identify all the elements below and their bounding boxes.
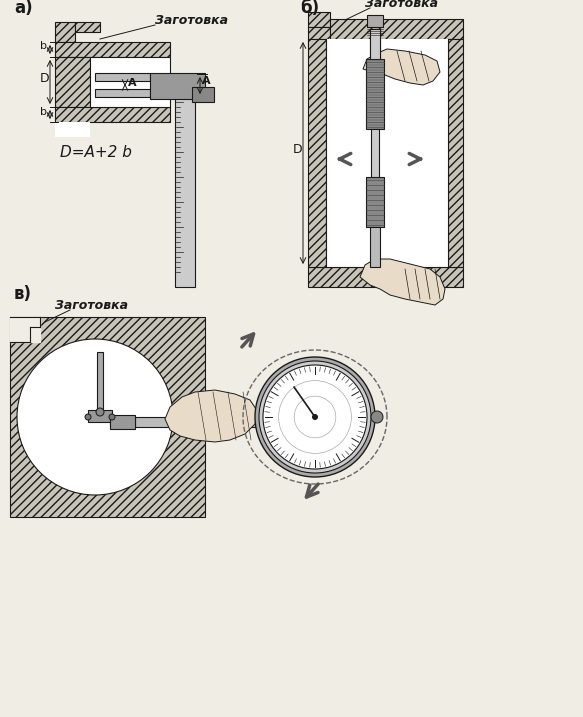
Bar: [150, 73, 205, 99]
Circle shape: [259, 361, 371, 473]
Circle shape: [109, 414, 115, 420]
Text: b: b: [40, 107, 47, 117]
Polygon shape: [165, 390, 258, 442]
Text: Заготовка: Заготовка: [55, 299, 128, 312]
Bar: [367, 15, 383, 27]
Text: A: A: [202, 76, 210, 86]
Bar: [90, 57, 170, 107]
Text: Заготовка: Заготовка: [365, 0, 438, 10]
Bar: [175, 97, 195, 287]
Bar: [308, 267, 463, 287]
Text: в): в): [14, 285, 32, 303]
Bar: [95, 73, 150, 81]
Bar: [55, 42, 170, 57]
Circle shape: [85, 414, 91, 420]
Text: D=A+2 b: D=A+2 b: [60, 145, 132, 160]
Bar: [10, 317, 40, 342]
Bar: [220, 417, 295, 427]
Polygon shape: [360, 259, 445, 305]
Circle shape: [312, 414, 318, 420]
Bar: [110, 415, 135, 429]
Bar: [110, 418, 310, 426]
Text: b: b: [40, 41, 47, 51]
Bar: [366, 177, 384, 227]
Bar: [10, 317, 205, 517]
Bar: [55, 107, 170, 122]
Bar: [55, 57, 90, 107]
Bar: [370, 29, 380, 59]
Bar: [75, 22, 100, 32]
Circle shape: [255, 357, 375, 477]
Bar: [308, 39, 326, 267]
Bar: [448, 39, 463, 267]
Bar: [88, 410, 112, 422]
Circle shape: [371, 411, 383, 423]
Bar: [192, 87, 214, 102]
Bar: [55, 22, 75, 42]
Text: Заготовка: Заготовка: [155, 14, 228, 27]
Text: A: A: [128, 78, 136, 88]
Bar: [308, 27, 330, 47]
Circle shape: [96, 408, 104, 416]
Bar: [10, 317, 30, 332]
Text: D: D: [293, 143, 303, 156]
Bar: [326, 39, 448, 267]
Bar: [55, 57, 90, 72]
Circle shape: [263, 365, 367, 469]
Bar: [97, 352, 103, 412]
Polygon shape: [363, 49, 440, 85]
Bar: [330, 19, 463, 39]
Bar: [371, 129, 379, 179]
Bar: [55, 122, 90, 137]
Bar: [366, 59, 384, 129]
Circle shape: [17, 339, 173, 495]
Text: а): а): [14, 0, 33, 17]
Bar: [180, 416, 220, 428]
Text: D: D: [40, 72, 50, 85]
Bar: [370, 227, 380, 267]
Bar: [135, 417, 180, 427]
Bar: [370, 29, 380, 59]
Text: б): б): [300, 0, 319, 17]
Bar: [308, 12, 330, 27]
Bar: [95, 89, 150, 97]
